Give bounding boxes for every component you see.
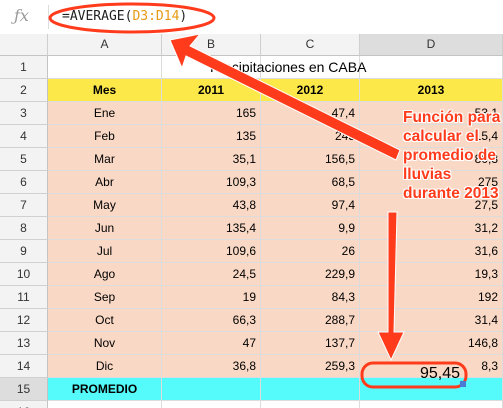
column-header-c[interactable]: C [261,34,360,56]
formula-suffix: ) [179,9,188,24]
row-header-11[interactable]: 11 [0,286,48,309]
value-cell[interactable]: 9,9 [261,217,360,240]
value-cell[interactable]: 259,3 [261,355,360,378]
value-cell[interactable]: 137,7 [261,332,360,355]
value-cell[interactable]: 275 [360,171,503,194]
month-cell[interactable]: Dic [48,355,162,378]
value-cell[interactable]: 165 [162,102,261,125]
value-cell[interactable]: 156,5 [261,148,360,171]
value-cell[interactable]: 31,2 [360,217,503,240]
column-header-d[interactable]: D [360,34,503,56]
value-cell[interactable]: 146,8 [360,332,503,355]
formula-input[interactable]: =AVERAGE(D3:D14) [62,6,187,28]
row-header-10[interactable]: 10 [0,263,48,286]
formula-range: D3:D14 [132,9,180,24]
month-cell[interactable]: May [48,194,162,217]
row-header-16[interactable]: 16 [0,401,48,408]
value-cell[interactable]: 19,3 [360,263,503,286]
formula-prefix: =AVERAGE( [62,9,133,24]
value-cell[interactable]: 245 [261,125,360,148]
row-header-5[interactable]: 5 [0,148,48,171]
value-cell[interactable]: 26 [261,240,360,263]
cell-r16[interactable] [360,401,503,408]
column-header-a[interactable]: A [48,34,162,56]
value-cell[interactable]: 35,1 [162,148,261,171]
cell-r1[interactable] [360,56,503,79]
month-cell[interactable]: Ene [48,102,162,125]
header-cell[interactable]: 2011 [162,79,261,102]
row-header-12[interactable]: 12 [0,309,48,332]
month-cell[interactable]: Nov [48,332,162,355]
cell-r16[interactable] [162,401,261,408]
row-header-14[interactable]: 14 [0,355,48,378]
value-cell[interactable]: 135 [162,125,261,148]
fx-icon: ƒx [14,6,29,25]
value-cell[interactable]: 24,5 [162,263,261,286]
value-cell[interactable]: 192 [360,286,503,309]
value-cell[interactable]: 31,4 [360,309,503,332]
month-cell[interactable]: Ago [48,263,162,286]
row-header-3[interactable]: 3 [0,102,48,125]
header-cell[interactable]: 2012 [261,79,360,102]
header-cell[interactable]: 2013 [360,79,503,102]
spreadsheet-grid: ABCD12345678910111213141516Precipitacion… [0,34,503,408]
row-header-15[interactable]: 15 [0,378,48,401]
row-header-7[interactable]: 7 [0,194,48,217]
value-cell[interactable]: 47 [162,332,261,355]
value-cell[interactable]: 43,8 [162,194,261,217]
summary-cell[interactable] [162,378,261,401]
row-header-1[interactable]: 1 [0,56,48,79]
month-cell[interactable]: Sep [48,286,162,309]
annotation-callout: Función para calcular el promedio de llu… [403,109,501,202]
value-cell[interactable]: 84,3 [261,286,360,309]
cell-r1[interactable] [48,56,162,79]
value-cell[interactable]: 31,6 [360,240,503,263]
month-cell[interactable]: Oct [48,309,162,332]
column-header-b[interactable]: B [162,34,261,56]
row-header-6[interactable]: 6 [0,171,48,194]
value-cell[interactable]: 135,4 [162,217,261,240]
value-cell[interactable]: 66,3 [162,309,261,332]
summary-label-cell[interactable]: PROMEDIO [48,378,162,401]
month-cell[interactable]: Jul [48,240,162,263]
value-cell[interactable]: 109,3 [162,171,261,194]
corner-cell[interactable] [0,34,48,56]
row-header-4[interactable]: 4 [0,125,48,148]
month-cell[interactable]: Jun [48,217,162,240]
value-cell[interactable]: 109,6 [162,240,261,263]
month-cell[interactable]: Feb [48,125,162,148]
value-cell[interactable]: 19 [162,286,261,309]
header-cell[interactable]: Mes [48,79,162,102]
row-header-13[interactable]: 13 [0,332,48,355]
cell-r16[interactable] [261,401,360,408]
fill-handle[interactable] [460,381,466,387]
value-cell[interactable]: 36,8 [162,355,261,378]
cell-r16[interactable] [48,401,162,408]
value-cell[interactable]: 27,5 [360,194,503,217]
row-header-8[interactable]: 8 [0,217,48,240]
value-cell[interactable]: 229,9 [261,263,360,286]
month-cell[interactable]: Mar [48,148,162,171]
formula-bar: ƒx =AVERAGE(D3:D14) [0,0,503,35]
value-cell[interactable]: 288,7 [261,309,360,332]
formula-bar-divider [48,5,49,29]
summary-cell[interactable] [261,378,360,401]
result-value[interactable]: 95,45 [419,365,460,382]
value-cell[interactable]: 47,4 [261,102,360,125]
value-cell[interactable]: 68,5 [261,171,360,194]
row-header-2[interactable]: 2 [0,79,48,102]
month-cell[interactable]: Abr [48,171,162,194]
sheet-title: Precipitaciones en CABA [210,59,367,75]
value-cell[interactable]: 97,4 [261,194,360,217]
row-header-9[interactable]: 9 [0,240,48,263]
